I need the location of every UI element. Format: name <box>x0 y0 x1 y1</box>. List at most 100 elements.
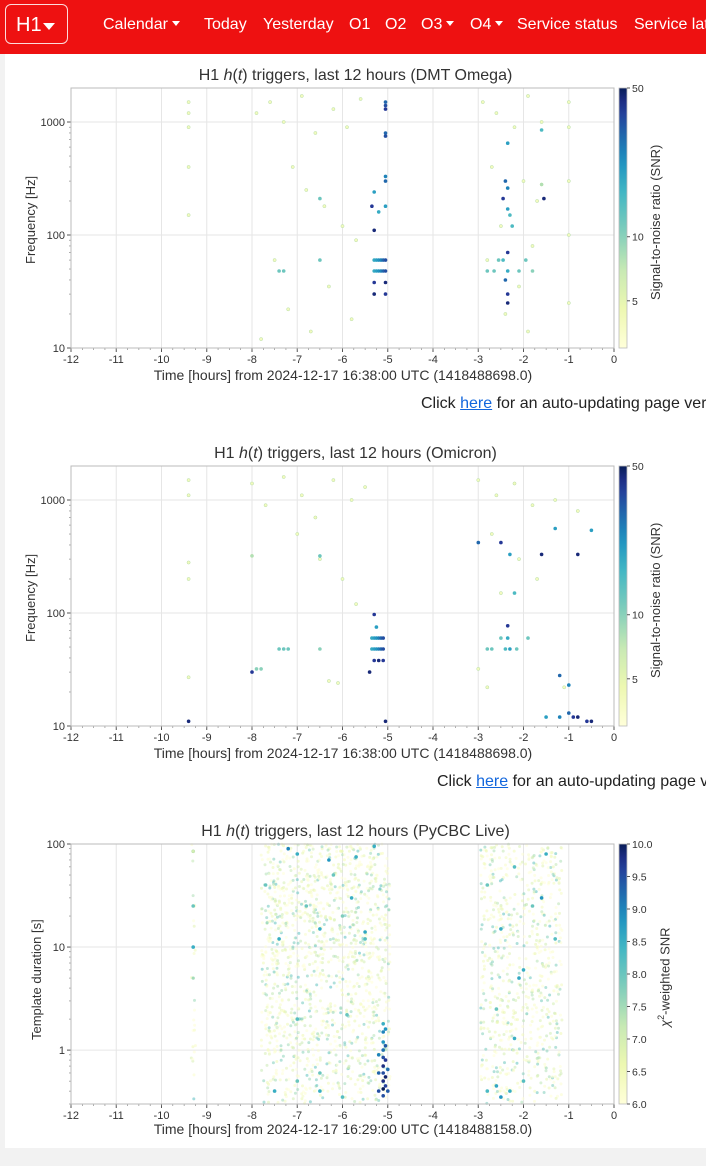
nav-o3[interactable]: O3 <box>421 16 455 34</box>
trigger-point <box>342 910 346 914</box>
trigger-point <box>287 1077 291 1081</box>
nav-today[interactable]: Today <box>204 16 247 34</box>
trigger-point <box>265 916 269 920</box>
ifo-selector-button[interactable]: H1 <box>5 4 68 44</box>
trigger-point <box>337 854 341 858</box>
trigger-point <box>372 1021 376 1025</box>
trigger-point <box>268 886 272 890</box>
trigger-point <box>329 883 333 886</box>
trigger-point <box>589 719 594 724</box>
trigger-point <box>375 1064 379 1068</box>
trigger-point <box>383 280 388 285</box>
trigger-point <box>350 1056 354 1060</box>
trigger-point <box>314 1027 318 1031</box>
trigger-point <box>516 935 520 938</box>
omicron-here-link[interactable]: here <box>476 773 509 790</box>
trigger-point <box>494 1066 498 1070</box>
trigger-point <box>498 889 502 893</box>
nav-o4[interactable]: O4 <box>470 16 504 34</box>
trigger-point <box>504 1091 508 1095</box>
trigger-point <box>549 860 553 864</box>
trigger-point <box>381 958 385 961</box>
trigger-point <box>349 1049 353 1053</box>
trigger-point <box>485 883 490 887</box>
trigger-point <box>321 1073 325 1077</box>
pycbc-plot-title: H1 h(t) triggers, last 12 hours (PyCBC L… <box>201 823 510 840</box>
trigger-point <box>273 921 277 925</box>
trigger-point <box>275 1044 279 1048</box>
trigger-point <box>482 848 486 852</box>
trigger-point <box>320 1023 324 1027</box>
trigger-point <box>517 557 521 561</box>
trigger-point <box>297 1030 301 1034</box>
trigger-point <box>186 478 191 482</box>
trigger-point <box>350 1097 354 1101</box>
trigger-point <box>354 602 358 606</box>
nav-yesterday[interactable]: Yesterday <box>263 16 334 34</box>
trigger-point <box>332 1048 336 1052</box>
trigger-point <box>541 861 545 865</box>
nav-service-status[interactable]: Service status <box>517 16 617 34</box>
trigger-point <box>502 1033 506 1036</box>
trigger-point <box>494 1007 499 1011</box>
trigger-point <box>518 919 522 923</box>
trigger-point <box>502 1089 506 1093</box>
trigger-point <box>193 948 197 952</box>
trigger-point <box>499 636 503 640</box>
trigger-point <box>313 1065 317 1069</box>
trigger-point <box>544 1066 548 1070</box>
trigger-point <box>552 1070 556 1074</box>
trigger-point <box>266 1092 270 1096</box>
trigger-point <box>559 1082 563 1086</box>
trigger-point <box>287 898 291 901</box>
trigger-point <box>374 1000 378 1004</box>
trigger-point <box>283 1025 286 1029</box>
nav-service-latency[interactable]: Service lat <box>634 16 706 34</box>
trigger-point <box>259 337 263 341</box>
trigger-point <box>329 1008 333 1012</box>
trigger-point <box>547 1086 551 1090</box>
trigger-point <box>369 863 373 867</box>
trigger-point <box>547 961 551 965</box>
trigger-point <box>358 951 361 955</box>
trigger-point <box>535 199 539 203</box>
trigger-point <box>294 918 298 922</box>
trigger-point <box>530 269 535 273</box>
trigger-point <box>524 862 527 866</box>
trigger-point <box>348 862 352 866</box>
trigger-point <box>385 890 388 894</box>
trigger-point <box>500 845 504 849</box>
trigger-point <box>387 908 391 912</box>
nav-o1[interactable]: O1 <box>349 16 370 34</box>
trigger-point <box>280 942 284 946</box>
trigger-point <box>276 1016 280 1020</box>
trigger-point <box>548 1045 552 1049</box>
trigger-point <box>351 918 355 922</box>
omega-here-link[interactable]: here <box>460 395 493 412</box>
trigger-point <box>266 904 270 908</box>
trigger-point <box>321 1006 324 1010</box>
nav-o2[interactable]: O2 <box>385 16 406 34</box>
trigger-point <box>349 1077 353 1081</box>
trigger-point <box>275 954 279 957</box>
colorbar-tick-label: 9.0 <box>632 904 647 916</box>
colorbar <box>618 87 628 349</box>
trigger-point <box>271 951 275 955</box>
trigger-point <box>301 1050 305 1054</box>
trigger-point <box>507 913 511 917</box>
nav-calendar[interactable]: Calendar <box>103 16 180 34</box>
trigger-point <box>487 1077 491 1081</box>
trigger-point <box>309 891 313 895</box>
trigger-point <box>522 1019 525 1023</box>
trigger-point <box>386 872 389 875</box>
trigger-point <box>489 869 493 873</box>
trigger-point <box>544 715 548 719</box>
trigger-point <box>485 854 489 858</box>
trigger-point <box>273 908 277 912</box>
trigger-point <box>310 893 314 897</box>
trigger-point <box>313 131 318 135</box>
trigger-point <box>490 971 494 975</box>
trigger-point <box>273 917 277 921</box>
trigger-point <box>533 1065 537 1069</box>
trigger-point <box>337 1082 341 1085</box>
